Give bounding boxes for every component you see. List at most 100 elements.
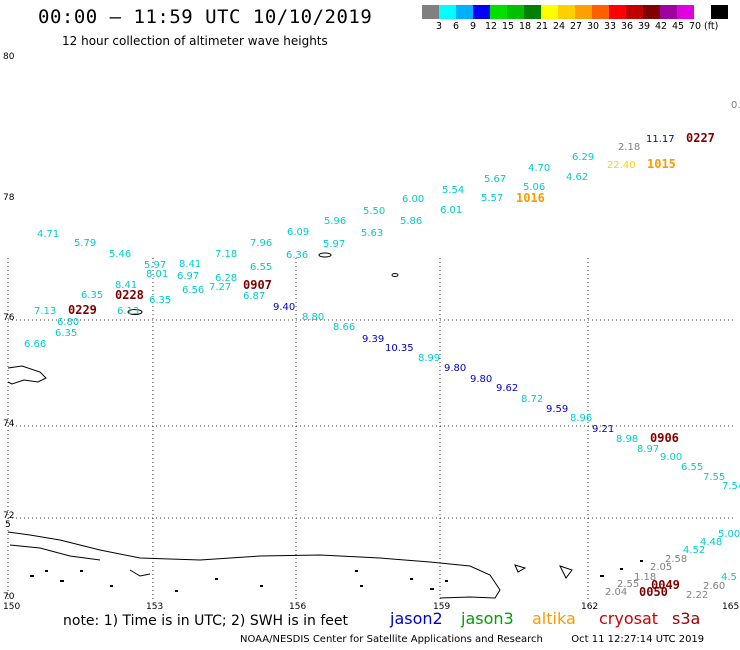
credit-timestamp: Oct 11 12:27:14 UTC 2019	[571, 634, 705, 645]
wave-height-label: 1.18	[634, 572, 656, 583]
wave-height-label: 4.48	[700, 537, 722, 548]
legend-swatch	[643, 5, 660, 19]
islands	[30, 560, 643, 592]
lon-label: 150	[3, 602, 21, 612]
wave-height-label: 6.28	[215, 273, 237, 284]
wave-height-label: 7.13	[34, 306, 56, 317]
wave-height-label: 2.05	[650, 562, 672, 573]
footer-note: note: 1) Time is in UTC; 2) SWH is in fe…	[63, 613, 349, 629]
wave-height-label: 2.60	[703, 581, 725, 592]
legend-tick: (ft)	[704, 21, 719, 32]
pass-time-label: 0229	[68, 303, 97, 317]
wave-height-label: 8.96	[570, 413, 592, 424]
color-scale-legend	[422, 5, 728, 19]
wave-height-label: 11.17	[646, 134, 675, 145]
wave-height-label: 5.67	[484, 174, 506, 185]
wave-height-label: 10.35	[385, 343, 414, 354]
legend-swatch	[439, 5, 456, 19]
wave-height-label: 9.80	[444, 363, 466, 374]
wave-height-label: 0.	[731, 100, 740, 111]
wave-height-label: 7.54	[722, 481, 740, 492]
wave-height-label: 8.66	[333, 322, 355, 333]
wave-height-label: 8.98	[616, 434, 638, 445]
pass-time-label: 0227	[686, 131, 715, 145]
wave-height-label: 6.56	[182, 285, 204, 296]
legend-swatch	[660, 5, 677, 19]
legend-tick: 9	[470, 21, 477, 32]
wave-height-label: 6.97	[177, 271, 199, 282]
legend-tick: 30	[587, 21, 600, 32]
legend-tick: 70	[689, 21, 702, 32]
lon-label: 153	[146, 602, 164, 612]
legend-swatch	[541, 5, 558, 19]
legend-tick: 42	[655, 21, 668, 32]
map-title: 00:00 – 11:59 UTC 10/10/2019	[38, 6, 373, 28]
mission-s3a: s3a	[672, 609, 701, 628]
wave-height-label: 7.55	[703, 472, 725, 483]
pass-time-label: 0906	[650, 431, 679, 445]
legend-tick: 6	[453, 21, 460, 32]
pass-time-label: 0050	[639, 585, 668, 599]
pass-time-label: 0907	[243, 278, 272, 292]
wave-height-label: 8.97	[637, 444, 659, 455]
legend-tick: 45	[672, 21, 685, 32]
wave-height-label: 6.35	[81, 290, 103, 301]
legend-swatch	[592, 5, 609, 19]
lat-label: 70	[3, 592, 15, 602]
wave-height-label: 6.55	[250, 262, 272, 273]
wave-height-label: 8.72	[521, 394, 543, 405]
wave-height-label: 5.63	[361, 228, 383, 239]
wave-height-label: 4.71	[37, 229, 59, 240]
legend-tick: 21	[536, 21, 549, 32]
wave-height-label: 5.00	[718, 529, 740, 540]
pass-time-label: 0049	[651, 578, 680, 592]
wave-height-label: 7.27	[209, 282, 231, 293]
wave-height-label: 9.80	[470, 374, 492, 385]
lat-label: 74	[3, 419, 15, 429]
legend-tick: 24	[553, 21, 566, 32]
legend-tick: 36	[621, 21, 634, 32]
wave-height-label: 9.21	[592, 424, 614, 435]
wave-height-label: 8.01	[146, 269, 168, 280]
wave-height-label: 2.22	[686, 590, 708, 601]
legend-tick: 39	[638, 21, 651, 32]
wave-height-label: 6.87	[243, 291, 265, 302]
lon-label: 156	[289, 602, 307, 612]
wave-height-label: 8.41	[115, 280, 137, 291]
wave-height-label: 4.70	[528, 163, 550, 174]
wave-height-label: 5.97	[323, 239, 345, 250]
wave-height-label: 5.50	[363, 206, 385, 217]
legend-tick: 3	[436, 21, 443, 32]
wave-height-label: 6.00	[402, 194, 424, 205]
footer-credit: NOAA/NESDIS Center for Satellite Applica…	[240, 634, 704, 645]
lat-label: 72	[3, 511, 15, 521]
legend-swatch	[473, 5, 490, 19]
wave-height-label: 6.09	[287, 227, 309, 238]
wave-height-label: 6.01	[440, 205, 462, 216]
wave-height-label: 6.80	[57, 317, 79, 328]
wave-height-label: 6.36	[286, 250, 308, 261]
wave-height-label: 2.58	[665, 554, 687, 565]
credit-org: NOAA/NESDIS Center for Satellite Applica…	[240, 634, 543, 645]
wave-height-label: 9.59	[546, 404, 568, 415]
legend-tick: 15	[502, 21, 515, 32]
legend-tick: 33	[604, 21, 617, 32]
lon-label: 165	[722, 602, 740, 612]
wave-height-label: 4.62	[566, 172, 588, 183]
mission-altika: altika	[532, 609, 576, 628]
lat-edge-label: 5	[5, 520, 11, 530]
legend-swatch	[677, 5, 694, 19]
legend-tick: 27	[570, 21, 583, 32]
wave-height-label: 6.13	[117, 306, 139, 317]
wave-height-label: 5.54	[442, 185, 464, 196]
wave-height-label: 5.79	[74, 238, 96, 249]
wave-height-labels: 0. 2.18 11.17 0227 6.29 22.40 1015 4.70 4.62 5.67…	[24, 100, 740, 601]
wave-height-label: 9.62	[496, 383, 518, 394]
pass-time-label: 1016	[516, 191, 545, 205]
wave-height-label: 4.52	[683, 545, 705, 556]
lat-label: 78	[3, 193, 15, 203]
wave-height-label: 6.66	[24, 339, 46, 350]
wave-height-label: 8.41	[179, 259, 201, 270]
lon-label: 162	[581, 602, 599, 612]
